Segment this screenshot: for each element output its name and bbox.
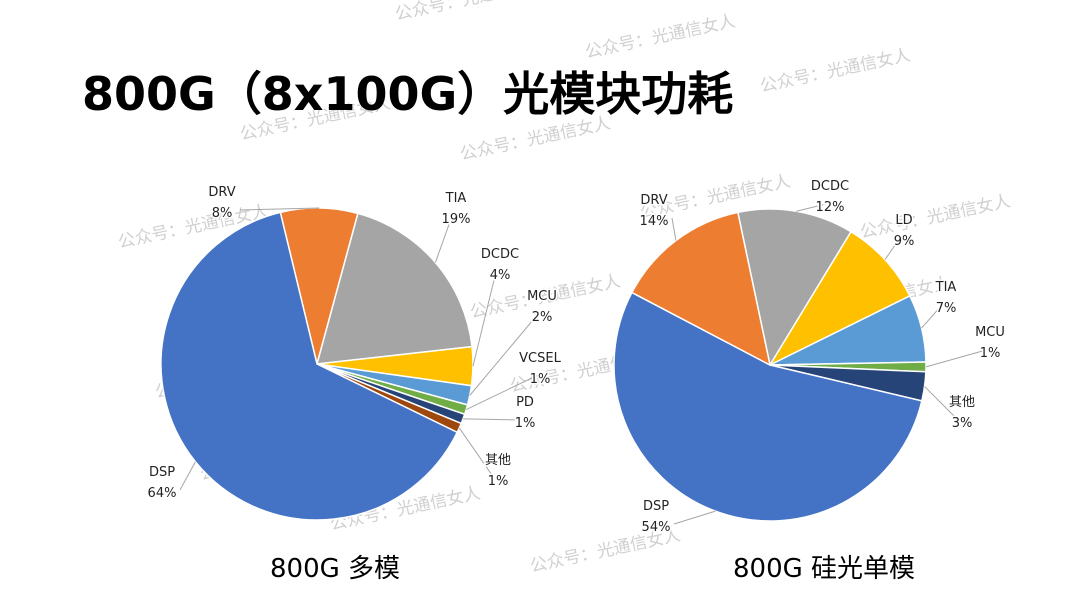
pie-slice-dsp <box>613 291 923 522</box>
slice-name-label-dsp: DSP <box>149 465 175 480</box>
pie-slice-dcdc <box>736 208 853 368</box>
slice-name-label-other: 其他 <box>949 395 975 410</box>
leader-line-pd <box>463 418 522 421</box>
slice-name-label-dcdc: DCDC <box>811 179 849 194</box>
leader-line-tia <box>921 304 943 329</box>
chart-caption-multimode: 800G 多模 <box>270 554 401 584</box>
slice-name-label-pd: PD <box>516 395 534 410</box>
leader-line-dsp <box>179 461 196 491</box>
slice-value-label-other: 1% <box>488 474 509 489</box>
pie-slice-drv <box>630 211 772 367</box>
leader-line-drv <box>671 217 677 241</box>
slice-value-label-dsp: 54% <box>642 520 671 535</box>
leader-line-ld <box>884 237 901 260</box>
leader-line-other <box>924 386 959 421</box>
pie-slice-dsp <box>160 211 459 521</box>
slice-value-label-vcsel: 1% <box>530 372 551 387</box>
slice-name-label-drv: DRV <box>208 185 235 200</box>
slice-name-label-tia: TIA <box>935 280 957 295</box>
slice-value-label-dcdc: 12% <box>816 200 845 215</box>
slice-name-label-other: 其他 <box>485 453 511 468</box>
leader-line-mcu <box>925 349 987 368</box>
leader-line-tia <box>434 215 453 263</box>
slice-name-label-vcsel: VCSEL <box>519 351 561 366</box>
leader-line-drv <box>239 207 320 211</box>
slice-value-label-tia: 7% <box>936 301 957 316</box>
slice-value-label-ld: 9% <box>894 234 915 249</box>
slice-value-label-pd: 1% <box>515 416 536 431</box>
leader-line-dcdc <box>472 271 497 367</box>
slice-value-label-other: 3% <box>952 416 973 431</box>
slice-value-label-dcdc: 4% <box>490 268 511 283</box>
slice-value-label-drv: 14% <box>640 214 669 229</box>
leader-line-other <box>458 427 495 479</box>
chart-caption-silicon-photonics: 800G 硅光单模 <box>733 554 916 584</box>
slice-value-label-tia: 19% <box>442 212 471 227</box>
leader-line-vcsel <box>465 375 537 411</box>
slice-name-label-tia: TIA <box>445 191 467 206</box>
slice-value-label-dsp: 64% <box>148 486 177 501</box>
leader-line-mcu <box>469 313 539 396</box>
slice-name-label-dcdc: DCDC <box>481 247 519 262</box>
slice-name-label-drv: DRV <box>640 193 667 208</box>
leader-line-dsp <box>673 510 716 525</box>
page-title: 800G（8x100G）光模块功耗 <box>82 67 734 121</box>
leader-line-dcdc <box>796 203 827 212</box>
slice-name-label-dsp: DSP <box>643 499 669 514</box>
pie-slice-ld <box>768 230 911 367</box>
slice-value-label-drv: 8% <box>212 206 233 221</box>
slice-name-label-ld: LD <box>895 213 912 228</box>
slice-value-label-mcu: 2% <box>532 310 553 325</box>
slice-name-label-mcu: MCU <box>527 289 557 304</box>
slice-name-label-mcu: MCU <box>975 325 1005 340</box>
slice-value-label-mcu: 1% <box>980 346 1001 361</box>
